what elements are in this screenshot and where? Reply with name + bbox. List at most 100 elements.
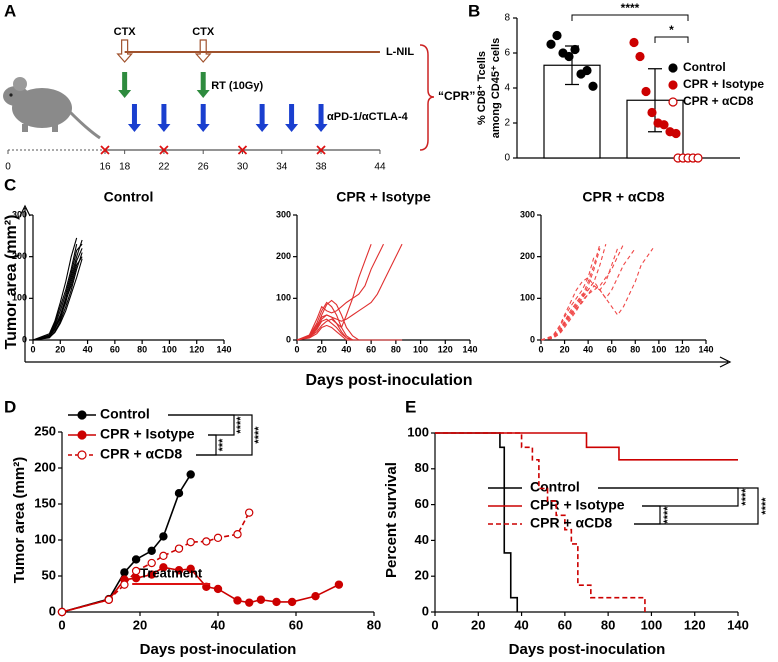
panel-title: Control bbox=[104, 189, 154, 205]
y-tick-label: 100 bbox=[34, 531, 56, 546]
mean-marker bbox=[272, 597, 281, 607]
tumor-curve bbox=[32, 256, 83, 341]
y-tick-label: 50 bbox=[42, 567, 56, 582]
cross-mark bbox=[159, 145, 169, 155]
mean-marker bbox=[174, 544, 184, 553]
panel-letter: E bbox=[405, 397, 416, 416]
tumor-curve bbox=[540, 256, 595, 341]
y-axis-label: Percent survival bbox=[383, 462, 400, 578]
legend-label: Control bbox=[100, 406, 150, 422]
significance-label: **** bbox=[760, 497, 772, 515]
data-point bbox=[546, 39, 556, 49]
rt-arrow bbox=[196, 72, 210, 98]
tumor-curve bbox=[32, 243, 83, 341]
data-point bbox=[570, 44, 580, 55]
x-tick-label: 40 bbox=[514, 617, 528, 632]
checkpoint-arrow bbox=[127, 104, 141, 132]
mean-marker bbox=[334, 580, 344, 589]
shared-y-arrow bbox=[19, 204, 31, 362]
data-point bbox=[647, 107, 657, 118]
mean-marker bbox=[213, 584, 223, 594]
y-tick-label: 0 bbox=[49, 603, 56, 618]
y-tick-label: 20 bbox=[415, 568, 429, 583]
panel-letter: B bbox=[468, 1, 480, 20]
tumor-curve bbox=[296, 243, 403, 341]
y-tick-label: 150 bbox=[34, 495, 56, 510]
data-point bbox=[588, 81, 598, 91]
legend-label: CPR + Isotype bbox=[530, 497, 625, 513]
mean-marker bbox=[256, 595, 266, 604]
mean-marker bbox=[287, 597, 297, 607]
legend-marker bbox=[77, 450, 87, 460]
y-tick-label: 100 bbox=[520, 293, 535, 303]
mean-marker bbox=[174, 566, 184, 575]
x-tick-label: 60 bbox=[558, 617, 572, 632]
x-tick-label: 100 bbox=[162, 344, 177, 354]
mean-marker bbox=[147, 546, 156, 556]
panel-title: CPR + Isotype bbox=[336, 189, 431, 205]
y-tick-label: 6 bbox=[504, 48, 510, 59]
y-axis-label: Tumor area (mm²) bbox=[11, 457, 28, 583]
x-tick-label: 100 bbox=[651, 344, 666, 354]
y-axis-label: among CD45⁺ cells bbox=[490, 38, 502, 139]
y-tick-label: 100 bbox=[12, 293, 27, 303]
y-tick-label: 250 bbox=[34, 423, 56, 438]
mean-marker bbox=[159, 532, 168, 541]
mouse-icon bbox=[3, 77, 101, 140]
x-tick-label: 20 bbox=[471, 617, 485, 632]
survival-curve bbox=[435, 432, 738, 461]
group-label: “CPR” bbox=[438, 89, 475, 103]
significance-bracket bbox=[571, 14, 689, 21]
x-tick-label: 20 bbox=[55, 344, 65, 354]
mean-marker bbox=[244, 598, 254, 607]
y-tick-label: 0 bbox=[530, 334, 535, 344]
survival-curve bbox=[435, 432, 646, 612]
y-axis-label: % CD8⁺ Tcells bbox=[476, 51, 488, 125]
significance-bracket bbox=[598, 487, 759, 525]
legend-label: CPR + αCD8 bbox=[683, 94, 754, 108]
x-tick-label: 100 bbox=[413, 344, 428, 354]
legend-label: CPR + Isotype bbox=[100, 426, 195, 442]
mean-marker bbox=[159, 551, 168, 561]
panel-title: CPR + αCD8 bbox=[582, 189, 664, 205]
y-tick-label: 300 bbox=[520, 209, 535, 219]
timeline-tick-label: 30 bbox=[237, 162, 249, 173]
legend-marker bbox=[77, 430, 87, 440]
timeline-tick-label: 34 bbox=[276, 162, 288, 173]
x-axis-label: Days post-inoculation bbox=[509, 641, 666, 658]
mean-marker bbox=[311, 591, 320, 601]
mean-marker bbox=[131, 573, 141, 583]
x-tick-label: 20 bbox=[133, 617, 147, 632]
shared-x-label: Days post-inoculation bbox=[305, 372, 472, 389]
cross-mark bbox=[316, 145, 326, 155]
x-tick-label: 120 bbox=[684, 617, 706, 632]
tumor-curve bbox=[296, 243, 384, 341]
ctx-label: CTX bbox=[114, 26, 137, 38]
significance-label: **** bbox=[235, 416, 247, 434]
significance-label: **** bbox=[253, 426, 265, 444]
mean-marker bbox=[104, 595, 114, 604]
x-tick-label: 60 bbox=[110, 344, 120, 354]
x-tick-label: 0 bbox=[538, 344, 543, 354]
x-tick-label: 80 bbox=[391, 344, 401, 354]
mean-marker bbox=[186, 564, 195, 574]
x-tick-label: 140 bbox=[462, 344, 477, 354]
y-tick-label: 300 bbox=[12, 209, 27, 219]
timeline-tick-label: 44 bbox=[374, 162, 386, 173]
y-tick-label: 300 bbox=[276, 209, 291, 219]
tumor-curve bbox=[540, 248, 619, 341]
panel-letter: D bbox=[4, 397, 16, 416]
x-tick-label: 0 bbox=[30, 344, 35, 354]
tumor-curve bbox=[296, 324, 403, 341]
y-tick-label: 200 bbox=[34, 459, 56, 474]
mean-marker bbox=[159, 563, 168, 572]
ctx-label: CTX bbox=[192, 26, 215, 38]
checkpoint-arrow bbox=[157, 104, 171, 132]
tumor-curve bbox=[32, 258, 83, 341]
x-tick-label: 80 bbox=[601, 617, 615, 632]
significance-label: * bbox=[669, 23, 674, 37]
significance-bracket bbox=[654, 36, 689, 43]
y-tick-label: 0 bbox=[504, 153, 510, 164]
tumor-curve bbox=[540, 243, 624, 341]
cross-mark bbox=[237, 145, 248, 155]
